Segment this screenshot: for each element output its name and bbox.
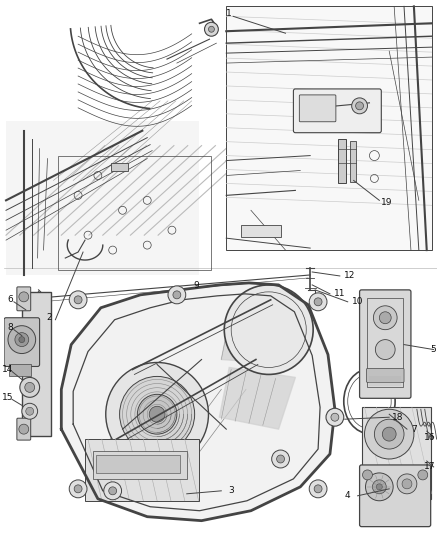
Circle shape <box>22 403 38 419</box>
Polygon shape <box>219 367 295 429</box>
Circle shape <box>374 306 397 330</box>
Circle shape <box>352 98 367 114</box>
FancyBboxPatch shape <box>9 365 31 376</box>
Circle shape <box>397 474 417 494</box>
FancyBboxPatch shape <box>338 139 346 183</box>
Circle shape <box>106 362 208 466</box>
Circle shape <box>314 485 322 493</box>
FancyBboxPatch shape <box>17 287 31 311</box>
FancyBboxPatch shape <box>361 407 431 499</box>
Circle shape <box>402 479 412 489</box>
Text: 11: 11 <box>334 289 346 298</box>
FancyBboxPatch shape <box>367 368 404 382</box>
Circle shape <box>224 285 313 375</box>
FancyBboxPatch shape <box>241 225 281 237</box>
Polygon shape <box>61 283 335 521</box>
Circle shape <box>376 484 382 490</box>
Circle shape <box>363 470 372 480</box>
Text: 5: 5 <box>430 345 436 354</box>
Text: 10: 10 <box>352 297 363 306</box>
Circle shape <box>365 473 393 501</box>
Circle shape <box>74 485 82 493</box>
Circle shape <box>69 291 87 309</box>
Circle shape <box>25 382 35 392</box>
Text: 17: 17 <box>424 463 436 472</box>
Circle shape <box>173 291 181 299</box>
Circle shape <box>379 312 391 324</box>
Circle shape <box>8 326 35 353</box>
Circle shape <box>331 413 339 421</box>
Circle shape <box>168 286 186 304</box>
Text: 2: 2 <box>47 313 52 322</box>
FancyBboxPatch shape <box>17 418 31 440</box>
Circle shape <box>19 337 25 343</box>
FancyBboxPatch shape <box>93 451 187 479</box>
Circle shape <box>19 424 29 434</box>
FancyBboxPatch shape <box>6 121 198 275</box>
Circle shape <box>364 409 414 459</box>
Circle shape <box>375 340 395 360</box>
Circle shape <box>314 298 322 306</box>
Circle shape <box>356 102 364 110</box>
Circle shape <box>69 480 87 498</box>
Text: 8: 8 <box>7 323 13 332</box>
FancyBboxPatch shape <box>4 318 39 367</box>
Text: 12: 12 <box>344 271 355 280</box>
FancyBboxPatch shape <box>360 465 431 527</box>
Text: 14: 14 <box>2 365 14 374</box>
Circle shape <box>104 482 122 500</box>
Circle shape <box>19 292 29 302</box>
Circle shape <box>149 406 165 422</box>
Text: 16: 16 <box>424 433 436 442</box>
Circle shape <box>20 377 39 397</box>
Circle shape <box>74 296 82 304</box>
FancyBboxPatch shape <box>111 163 128 171</box>
Circle shape <box>138 394 177 434</box>
Circle shape <box>372 480 386 494</box>
Circle shape <box>109 487 117 495</box>
Circle shape <box>205 22 219 36</box>
Text: 1: 1 <box>226 9 232 18</box>
FancyBboxPatch shape <box>96 455 180 473</box>
FancyBboxPatch shape <box>85 439 198 501</box>
FancyBboxPatch shape <box>299 95 336 122</box>
Circle shape <box>272 450 290 468</box>
FancyBboxPatch shape <box>360 290 411 398</box>
Text: 19: 19 <box>381 198 393 207</box>
Text: 3: 3 <box>228 486 234 495</box>
Circle shape <box>120 376 194 452</box>
Text: 9: 9 <box>194 281 199 290</box>
Circle shape <box>374 419 404 449</box>
FancyBboxPatch shape <box>22 292 51 436</box>
Circle shape <box>382 427 396 441</box>
FancyBboxPatch shape <box>226 6 432 250</box>
Circle shape <box>326 408 344 426</box>
Text: 7: 7 <box>411 425 417 434</box>
Text: 6: 6 <box>7 295 13 304</box>
Circle shape <box>309 480 327 498</box>
Text: 18: 18 <box>392 413 404 422</box>
Circle shape <box>26 407 34 415</box>
FancyBboxPatch shape <box>293 89 381 133</box>
Circle shape <box>277 455 285 463</box>
Circle shape <box>309 293 327 311</box>
Circle shape <box>208 26 214 32</box>
Text: 15: 15 <box>2 393 14 402</box>
Circle shape <box>15 333 29 346</box>
Text: 4: 4 <box>344 491 350 500</box>
Circle shape <box>418 470 428 480</box>
FancyBboxPatch shape <box>350 141 356 182</box>
Polygon shape <box>221 310 310 365</box>
